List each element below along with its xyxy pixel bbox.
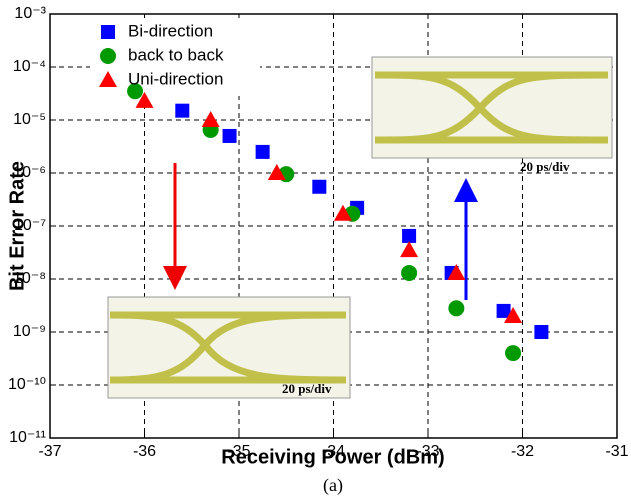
inset-note: 20 ps/div bbox=[282, 381, 332, 396]
caption: (a) bbox=[323, 475, 343, 496]
x-tick-label: -33 bbox=[416, 443, 439, 460]
x-tick-label: -32 bbox=[511, 443, 534, 460]
legend-label: Bi-direction bbox=[128, 21, 213, 40]
y-tick-label: 10⁻⁹ bbox=[13, 323, 46, 340]
marker bbox=[223, 129, 237, 143]
marker bbox=[312, 180, 326, 194]
marker bbox=[402, 229, 416, 243]
marker bbox=[534, 325, 548, 339]
legend-label: Uni-direction bbox=[128, 69, 223, 88]
legend-label: back to back bbox=[128, 45, 224, 64]
y-tick-label: 10⁻¹⁰ bbox=[8, 376, 46, 393]
marker bbox=[202, 111, 220, 127]
inset-note: 20 ps/div bbox=[520, 159, 570, 174]
legend-marker bbox=[101, 25, 115, 39]
y-tick-label: 10⁻⁴ bbox=[13, 58, 46, 75]
marker bbox=[256, 145, 270, 159]
legend-marker bbox=[100, 48, 116, 64]
eye-diagram bbox=[372, 57, 612, 158]
x-tick-label: -36 bbox=[133, 443, 156, 460]
y-tick-label: 10⁻⁸ bbox=[13, 270, 46, 287]
y-tick-label: 10⁻⁶ bbox=[13, 164, 46, 181]
x-tick-label: -35 bbox=[227, 443, 250, 460]
chart: 20 ps/div 20 ps/div Receiving Power (dBm… bbox=[0, 0, 631, 501]
x-tick-label: -34 bbox=[322, 443, 345, 460]
marker bbox=[505, 345, 521, 361]
marker bbox=[400, 241, 418, 257]
marker bbox=[175, 104, 189, 118]
marker bbox=[448, 300, 464, 316]
y-tick-label: 10⁻³ bbox=[14, 5, 46, 22]
y-tick-label: 10⁻⁵ bbox=[13, 111, 46, 128]
y-tick-label: 10⁻⁷ bbox=[14, 217, 46, 234]
x-tick-label: -31 bbox=[605, 443, 628, 460]
y-tick-label: 10⁻¹¹ bbox=[9, 429, 46, 446]
marker bbox=[401, 265, 417, 281]
